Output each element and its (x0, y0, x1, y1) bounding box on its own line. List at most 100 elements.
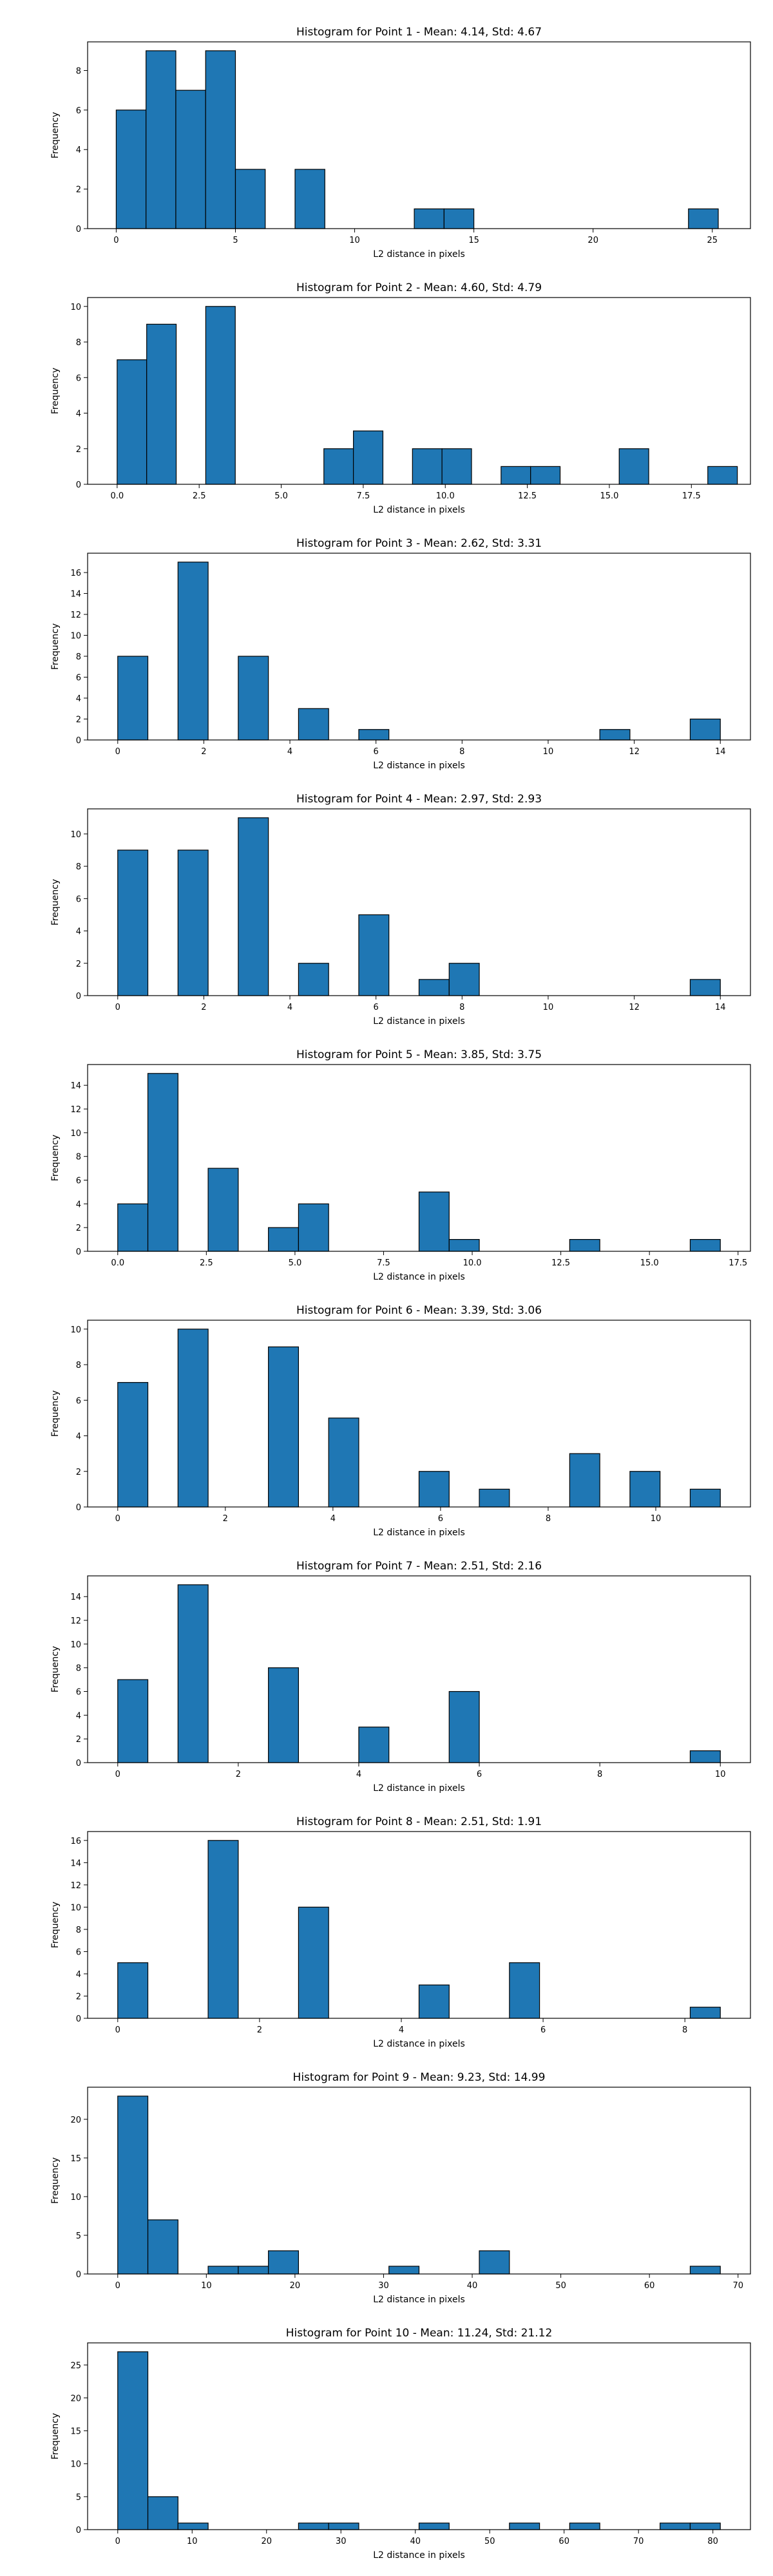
y-tick-label: 8 (76, 1361, 81, 1370)
axes-frame (87, 1575, 751, 1763)
x-axis-label: L2 distance in pixels (373, 1528, 465, 1538)
y-tick-label: 2 (76, 1735, 81, 1745)
x-tick-label: 5.0 (274, 491, 288, 501)
histogram-bar (147, 2219, 178, 2275)
x-tick-label: 10 (651, 1514, 662, 1524)
y-tick-label: 8 (76, 338, 81, 348)
x-tick-label: 50 (484, 2537, 495, 2546)
histogram-bar (412, 448, 443, 485)
y-tick-label: 20 (70, 2394, 81, 2403)
histogram-bar (418, 1471, 450, 1508)
y-tick-label: 0 (76, 736, 81, 746)
y-tick-label: 6 (76, 106, 81, 116)
histogram-bar (147, 2496, 178, 2530)
y-tick-label: 6 (76, 1688, 81, 1698)
y-tick-label: 6 (76, 895, 81, 904)
histogram-bar (207, 1840, 239, 2019)
y-tick-label: 10 (70, 303, 81, 312)
histogram-bar (599, 729, 631, 741)
x-tick-label: 0 (115, 1003, 120, 1012)
x-tick-label: 8 (597, 1770, 602, 1779)
histogram-bar (298, 1203, 329, 1252)
y-tick-label: 12 (70, 1616, 81, 1626)
x-tick-label: 4 (287, 747, 292, 757)
x-tick-label: 2 (201, 747, 206, 757)
chart-title: Histogram for Point 7 - Mean: 2.51, Std:… (296, 1560, 542, 1573)
histogram-bar (115, 109, 147, 229)
chart-title: Histogram for Point 4 - Mean: 2.97, Std:… (296, 793, 542, 806)
histogram-bar (268, 2250, 300, 2275)
histogram-bar (569, 1453, 600, 1508)
histogram-bar (530, 466, 561, 485)
histogram-bar (707, 466, 738, 485)
y-tick-label: 6 (76, 674, 81, 683)
y-tick-label: 8 (76, 1664, 81, 1674)
histogram-bar (294, 169, 325, 229)
histogram-bar (268, 1667, 300, 1763)
y-tick-label: 0 (76, 2526, 81, 2535)
histogram-bar (238, 817, 269, 996)
histogram-bar (146, 323, 177, 485)
y-tick-label: 2 (76, 960, 81, 969)
x-tick-label: 30 (336, 2537, 347, 2546)
y-tick-label: 15 (70, 2427, 81, 2437)
histogram-bar (207, 2266, 239, 2275)
y-tick-label: 8 (76, 862, 81, 872)
histogram-bar (353, 430, 384, 485)
x-tick-label: 10 (543, 747, 554, 757)
histogram-bar (418, 1984, 450, 2019)
histogram-bar (388, 2266, 420, 2275)
y-tick-label: 14 (70, 590, 81, 600)
x-tick-label: 10 (349, 236, 360, 245)
chart-title: Histogram for Point 9 - Mean: 9.23, Std:… (293, 2071, 546, 2084)
histogram-bar (298, 963, 329, 996)
histogram-bar (177, 1584, 209, 1763)
histogram-bar (629, 1471, 661, 1508)
x-tick-label: 10 (543, 1003, 554, 1012)
axes-frame (87, 297, 751, 485)
histogram-bar (660, 2523, 691, 2530)
histogram-bar (418, 2523, 450, 2530)
y-tick-label: 4 (76, 1711, 81, 1721)
x-tick-label: 70 (732, 2281, 743, 2291)
y-tick-label: 0 (76, 480, 81, 490)
y-tick-label: 25 (70, 2361, 81, 2371)
x-tick-label: 5.0 (289, 1258, 302, 1268)
x-tick-label: 60 (644, 2281, 655, 2291)
x-tick-label: 2 (201, 1003, 206, 1012)
x-tick-label: 6 (374, 1003, 379, 1012)
y-axis-label: Frequency (50, 2157, 61, 2204)
x-tick-label: 40 (467, 2281, 478, 2291)
y-tick-label: 0 (76, 2014, 81, 2024)
x-axis-label: L2 distance in pixels (373, 249, 465, 260)
y-tick-label: 14 (70, 1081, 81, 1091)
x-axis-label: L2 distance in pixels (373, 1016, 465, 1027)
histogram-bar (689, 2007, 721, 2019)
y-axis-label: Frequency (50, 1902, 61, 1948)
histogram-bar (117, 1962, 149, 2019)
y-tick-label: 10 (70, 1325, 81, 1335)
x-tick-label: 0 (113, 236, 119, 245)
y-tick-label: 4 (76, 1200, 81, 1209)
y-tick-label: 10 (70, 830, 81, 840)
y-tick-label: 4 (76, 694, 81, 704)
histogram-bar (117, 1203, 149, 1252)
y-tick-label: 2 (76, 715, 81, 725)
histogram-bar (238, 2266, 269, 2275)
histogram-bar (298, 2523, 329, 2530)
x-tick-label: 0.0 (111, 1258, 124, 1268)
histogram-bar (117, 1382, 149, 1508)
y-tick-label: 6 (76, 1947, 81, 1957)
histogram-bar (569, 1238, 600, 1252)
chart-title: Histogram for Point 1 - Mean: 4.14, Std:… (296, 26, 542, 39)
x-tick-label: 0.0 (111, 491, 124, 501)
histogram-bar (448, 963, 480, 996)
x-tick-label: 7.5 (377, 1258, 390, 1268)
histogram-bar (509, 2523, 540, 2530)
y-tick-label: 5 (76, 2231, 81, 2241)
x-tick-label: 6 (374, 747, 379, 757)
histogram-bar (117, 656, 149, 741)
x-tick-label: 8 (459, 747, 464, 757)
x-axis-label: L2 distance in pixels (373, 1272, 465, 1282)
y-tick-label: 4 (76, 927, 81, 937)
